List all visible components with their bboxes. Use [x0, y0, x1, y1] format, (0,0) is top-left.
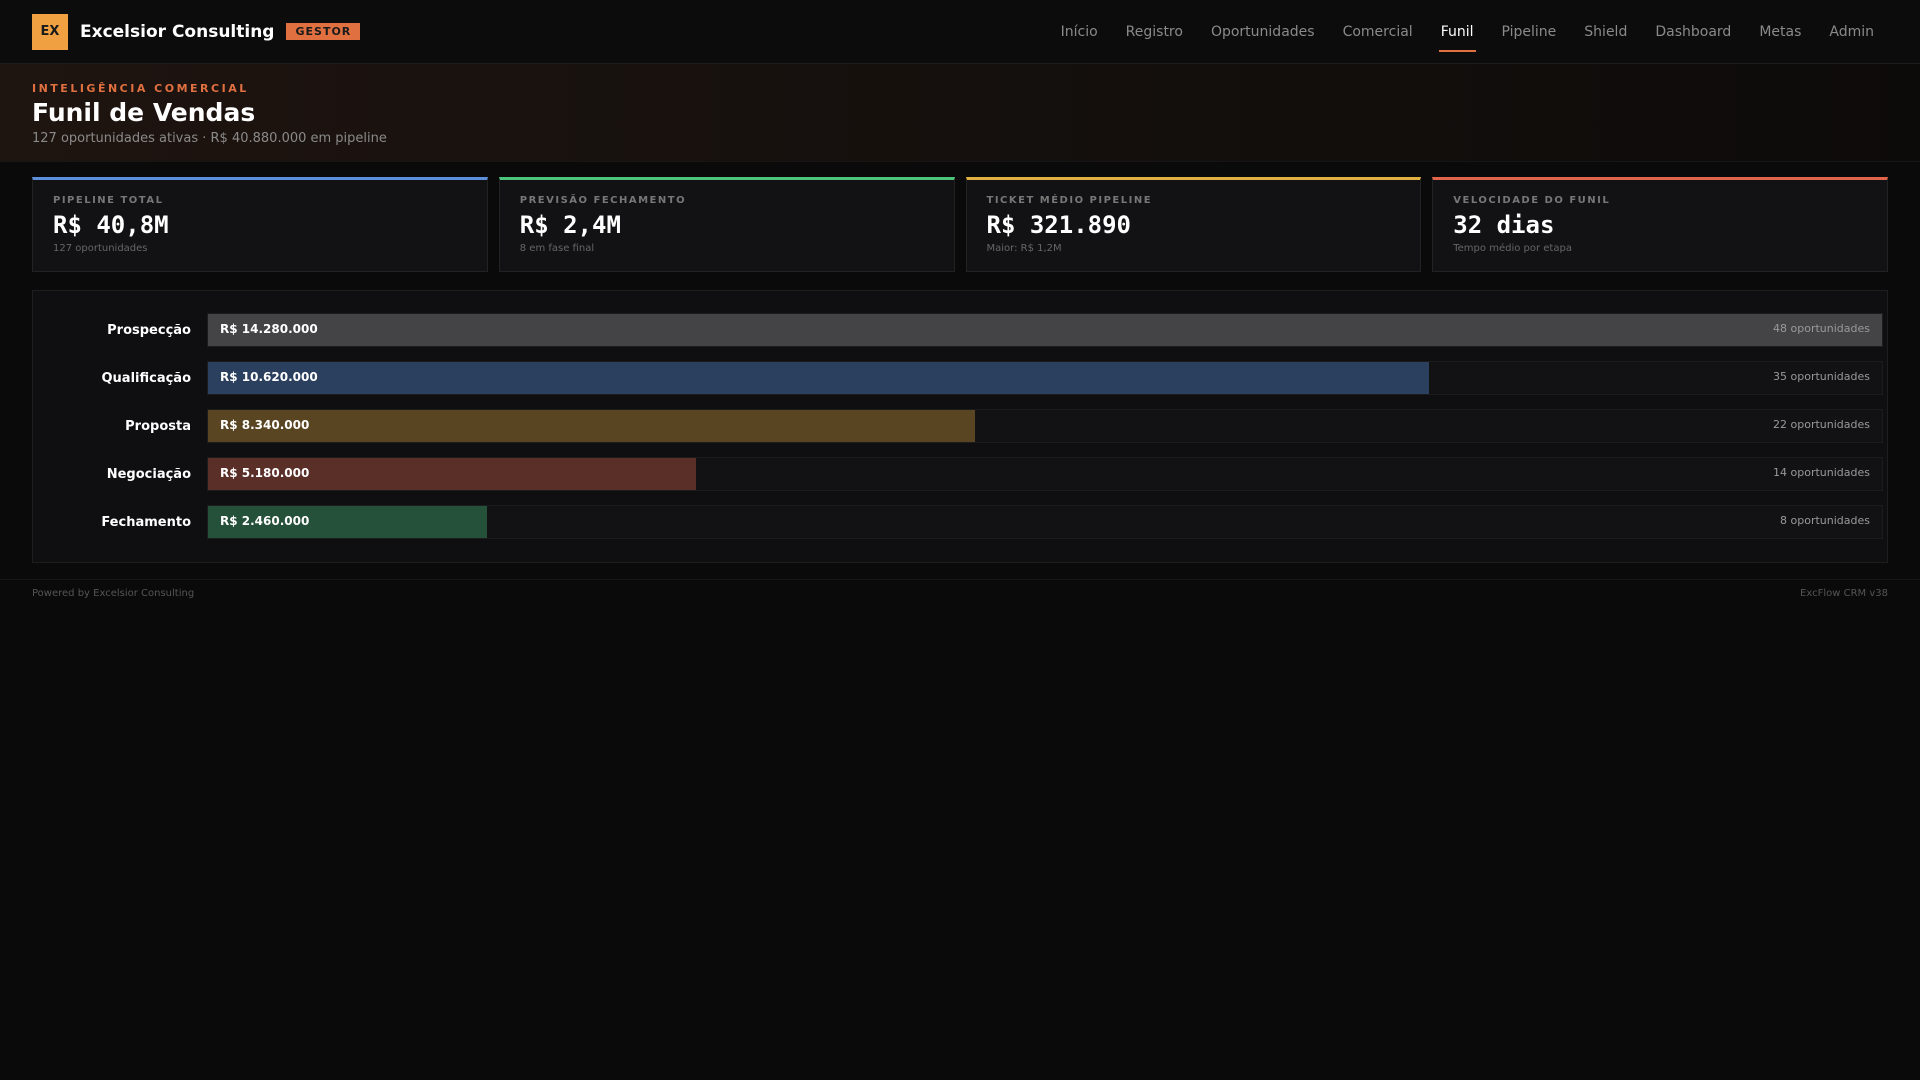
kpi-label: PREVISÃO FECHAMENTO [519, 195, 687, 206]
hero: INTELIGÊNCIA COMERCIAL Funil de Vendas 1… [0, 64, 1920, 162]
subtitle: 127 oportunidades ativas · R$ 40.880.000… [32, 131, 387, 146]
kpi-label: VELOCIDADE DO FUNIL [1453, 195, 1611, 206]
role-badge: GESTOR [286, 23, 361, 40]
nav-link[interactable]: Admin [1829, 23, 1874, 40]
nav-link[interactable]: Registro [1125, 23, 1183, 40]
kpi-value: R$ 2,4M [519, 211, 621, 239]
stage-label: Fechamento [101, 514, 191, 530]
stage-label: Prospecção [107, 322, 191, 338]
stage-label: Negociação [106, 466, 191, 482]
nav: Início Registro Oportunidades Comercial Funi… [1047, 12, 1888, 52]
brand: Excelsior Consulting [80, 21, 275, 42]
value-label: 48 oportunidades [1773, 322, 1870, 335]
logo: EX [32, 13, 68, 50]
funnel-panel: Prospecção R$ 14.280.000 48 oportunidades Q… [32, 290, 1888, 563]
kpi-note: Maior: R$ 1,2M [986, 243, 1062, 254]
funnel-row: Prospecção R$ 14.280.000 48 oportunidades [33, 306, 1887, 354]
nav-link[interactable]: Oportunidades [1210, 23, 1315, 40]
kpi-value: R$ 40,8M [53, 211, 169, 239]
footer-right: ExcFlow CRM v38 [1800, 588, 1888, 599]
funnel-row: Qualificação R$ 10.620.000 35 oportunidade… [33, 354, 1887, 402]
nav-link[interactable]: Pipeline [1501, 23, 1557, 40]
eyebrow: INTELIGÊNCIA COMERCIAL [32, 82, 249, 95]
bar [208, 458, 697, 490]
stage-label: Qualificação [101, 370, 191, 386]
kpi-value: R$ 321.890 [986, 211, 1132, 239]
value-label: 22 oportunidades [1773, 418, 1870, 431]
value-label: 8 oportunidades [1780, 514, 1870, 527]
bar-track: R$ 5.180.000 14 oportunidades [207, 457, 1883, 491]
amount-label: R$ 10.620.000 [220, 370, 318, 384]
footer: Powered by Excelsior Consulting ExcFlow … [0, 579, 1920, 607]
kpi-label: TICKET MÉDIO PIPELINE [986, 195, 1153, 206]
nav-link[interactable]: Metas [1759, 23, 1802, 40]
bar-track: R$ 8.340.000 22 oportunidades [207, 409, 1883, 443]
bar [208, 506, 487, 538]
stage-label: Proposta [125, 418, 191, 434]
page-title: Funil de Vendas [32, 98, 256, 127]
bar-track: R$ 10.620.000 35 oportunidades [207, 361, 1883, 395]
amount-label: R$ 8.340.000 [220, 418, 310, 432]
value-label: 14 oportunidades [1773, 466, 1870, 479]
nav-link[interactable]: Início [1060, 23, 1098, 40]
funnel-row: Negociação R$ 5.180.000 14 oportunidades [33, 450, 1887, 498]
bar [208, 362, 1429, 394]
bar-track: R$ 14.280.000 48 oportunidades [207, 313, 1883, 347]
bar [208, 314, 1882, 346]
amount-label: R$ 2.460.000 [220, 514, 310, 528]
footer-left: Powered by Excelsior Consulting [32, 588, 195, 599]
nav-link[interactable]: Funil [1427, 12, 1488, 52]
kpi-card: TICKET MÉDIO PIPELINE R$ 321.890 Maior: R$… [965, 177, 1422, 272]
kpi-card: PREVISÃO FECHAMENTO R$ 2,4M 8 em fase fina… [498, 177, 955, 272]
amount-label: R$ 5.180.000 [220, 466, 310, 480]
kpi-label: PIPELINE TOTAL [53, 195, 164, 206]
value-label: 35 oportunidades [1773, 370, 1870, 383]
top-bar: EX Excelsior Consulting GESTOR Início Reg… [0, 0, 1920, 64]
nav-link[interactable]: Dashboard [1655, 23, 1732, 40]
kpi-note: Tempo médio por etapa [1453, 243, 1572, 254]
bar [208, 410, 976, 442]
kpi-note: 127 oportunidades [53, 243, 148, 254]
amount-label: R$ 14.280.000 [220, 322, 318, 336]
nav-link[interactable]: Comercial [1342, 23, 1413, 40]
funnel-row: Fechamento R$ 2.460.000 8 oportunidades [33, 498, 1887, 546]
kpi-value: 32 dias [1453, 211, 1555, 239]
kpi-row: PIPELINE TOTAL R$ 40,8M 127 oportunidades P… [0, 162, 1920, 272]
funnel-row: Proposta R$ 8.340.000 22 oportunidades [33, 402, 1887, 450]
bar-track: R$ 2.460.000 8 oportunidades [207, 505, 1883, 539]
kpi-note: 8 em fase final [519, 243, 595, 254]
kpi-card: VELOCIDADE DO FUNIL 32 dias Tempo médio po… [1432, 177, 1888, 272]
nav-link[interactable]: Shield [1584, 23, 1628, 40]
kpi-card: PIPELINE TOTAL R$ 40,8M 127 oportunidades [32, 177, 488, 272]
